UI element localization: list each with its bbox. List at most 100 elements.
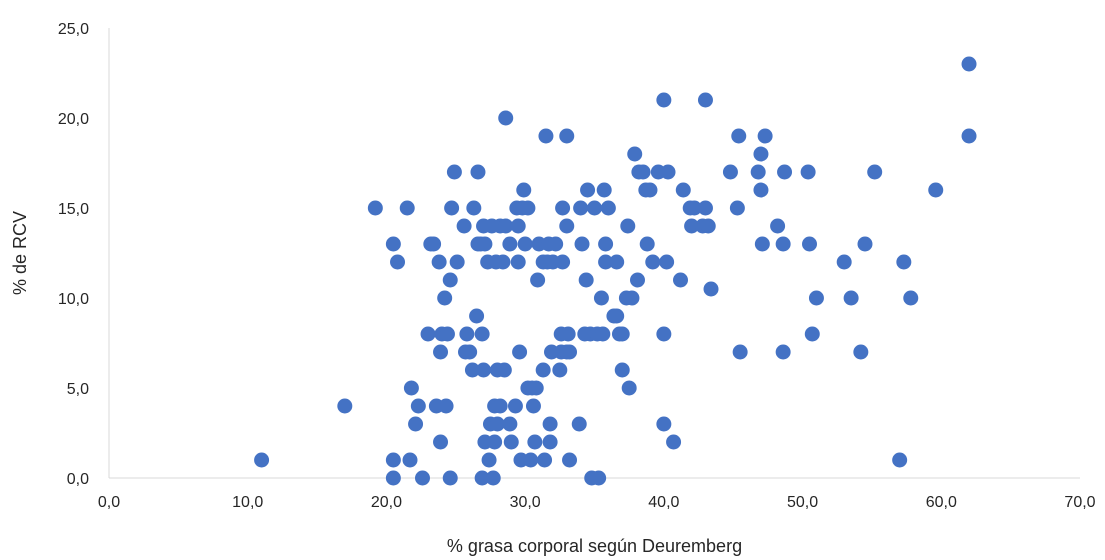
data-point xyxy=(507,398,523,414)
data-point xyxy=(444,200,460,216)
data-point xyxy=(754,236,770,252)
data-point xyxy=(731,128,747,144)
data-point xyxy=(639,236,655,252)
data-points xyxy=(254,56,977,486)
data-point xyxy=(367,200,383,216)
data-point xyxy=(385,236,401,252)
x-tick-label: 10,0 xyxy=(232,494,263,511)
data-point xyxy=(442,470,458,486)
data-point xyxy=(433,344,449,360)
data-point xyxy=(686,200,702,216)
data-point xyxy=(548,236,564,252)
data-point xyxy=(732,344,748,360)
data-point xyxy=(449,254,465,270)
data-point xyxy=(459,326,475,342)
data-point xyxy=(481,452,497,468)
data-point xyxy=(775,344,791,360)
data-point xyxy=(836,254,852,270)
data-point xyxy=(474,326,490,342)
data-point xyxy=(431,254,447,270)
data-point xyxy=(538,128,554,144)
data-point xyxy=(512,344,528,360)
data-point xyxy=(523,452,539,468)
data-point xyxy=(722,164,738,180)
data-point xyxy=(535,362,551,378)
data-point xyxy=(516,182,532,198)
data-point xyxy=(700,218,716,234)
data-point xyxy=(559,128,575,144)
data-point xyxy=(928,182,944,198)
data-point xyxy=(433,434,449,450)
data-point xyxy=(552,362,568,378)
x-tick-label: 0,0 xyxy=(98,494,120,511)
data-point xyxy=(502,236,518,252)
data-point xyxy=(520,200,536,216)
x-tick-label: 30,0 xyxy=(510,494,541,511)
data-point xyxy=(442,272,458,288)
data-point xyxy=(757,128,773,144)
x-tick-label: 20,0 xyxy=(371,494,402,511)
data-point xyxy=(446,164,462,180)
data-point xyxy=(402,452,418,468)
data-point xyxy=(510,218,526,234)
data-point xyxy=(414,470,430,486)
data-point xyxy=(591,470,607,486)
data-point xyxy=(598,254,614,270)
data-point xyxy=(469,308,485,324)
y-axis-ticks: 0,0 5,0 10,0 15,0 20,0 25,0 xyxy=(58,21,89,488)
data-point xyxy=(403,380,419,396)
data-point xyxy=(408,416,424,432)
data-point xyxy=(476,362,492,378)
data-point xyxy=(630,272,646,288)
data-point xyxy=(609,308,625,324)
data-point xyxy=(595,326,611,342)
data-point xyxy=(555,254,571,270)
x-tick-label: 50,0 xyxy=(787,494,818,511)
data-point xyxy=(867,164,883,180)
data-point xyxy=(697,92,713,108)
y-tick-label: 0,0 xyxy=(67,471,89,488)
data-point xyxy=(542,416,558,432)
data-point xyxy=(464,362,480,378)
data-point xyxy=(675,182,691,198)
data-point xyxy=(426,236,442,252)
x-tick-label: 70,0 xyxy=(1064,494,1095,511)
data-point xyxy=(660,164,676,180)
data-point xyxy=(770,218,786,234)
data-point xyxy=(775,236,791,252)
y-axis-title: % de RCV xyxy=(10,211,30,295)
y-tick-label: 20,0 xyxy=(58,111,89,128)
data-point xyxy=(517,236,533,252)
x-tick-label: 60,0 xyxy=(926,494,957,511)
data-point xyxy=(645,254,661,270)
data-point xyxy=(614,326,630,342)
data-point xyxy=(485,470,501,486)
data-point xyxy=(635,164,651,180)
data-point xyxy=(620,218,636,234)
y-tick-label: 15,0 xyxy=(58,201,89,218)
data-point xyxy=(656,416,672,432)
data-point xyxy=(673,272,689,288)
data-point xyxy=(802,236,818,252)
data-point xyxy=(502,416,518,432)
data-point xyxy=(961,128,977,144)
y-tick-label: 25,0 xyxy=(58,21,89,38)
y-tick-label: 5,0 xyxy=(67,381,89,398)
data-point xyxy=(614,362,630,378)
data-point xyxy=(503,434,519,450)
data-point xyxy=(593,290,609,306)
data-point xyxy=(510,254,526,270)
data-point xyxy=(656,326,672,342)
data-point xyxy=(627,146,643,162)
data-point xyxy=(555,200,571,216)
x-axis-title: % grasa corporal según Deuremberg xyxy=(447,536,742,556)
data-point xyxy=(498,110,514,126)
data-point xyxy=(399,200,415,216)
data-point xyxy=(598,236,614,252)
data-point xyxy=(462,344,478,360)
data-point xyxy=(574,236,590,252)
data-point xyxy=(896,254,912,270)
data-point xyxy=(624,290,640,306)
data-point xyxy=(489,416,505,432)
data-point xyxy=(656,92,672,108)
